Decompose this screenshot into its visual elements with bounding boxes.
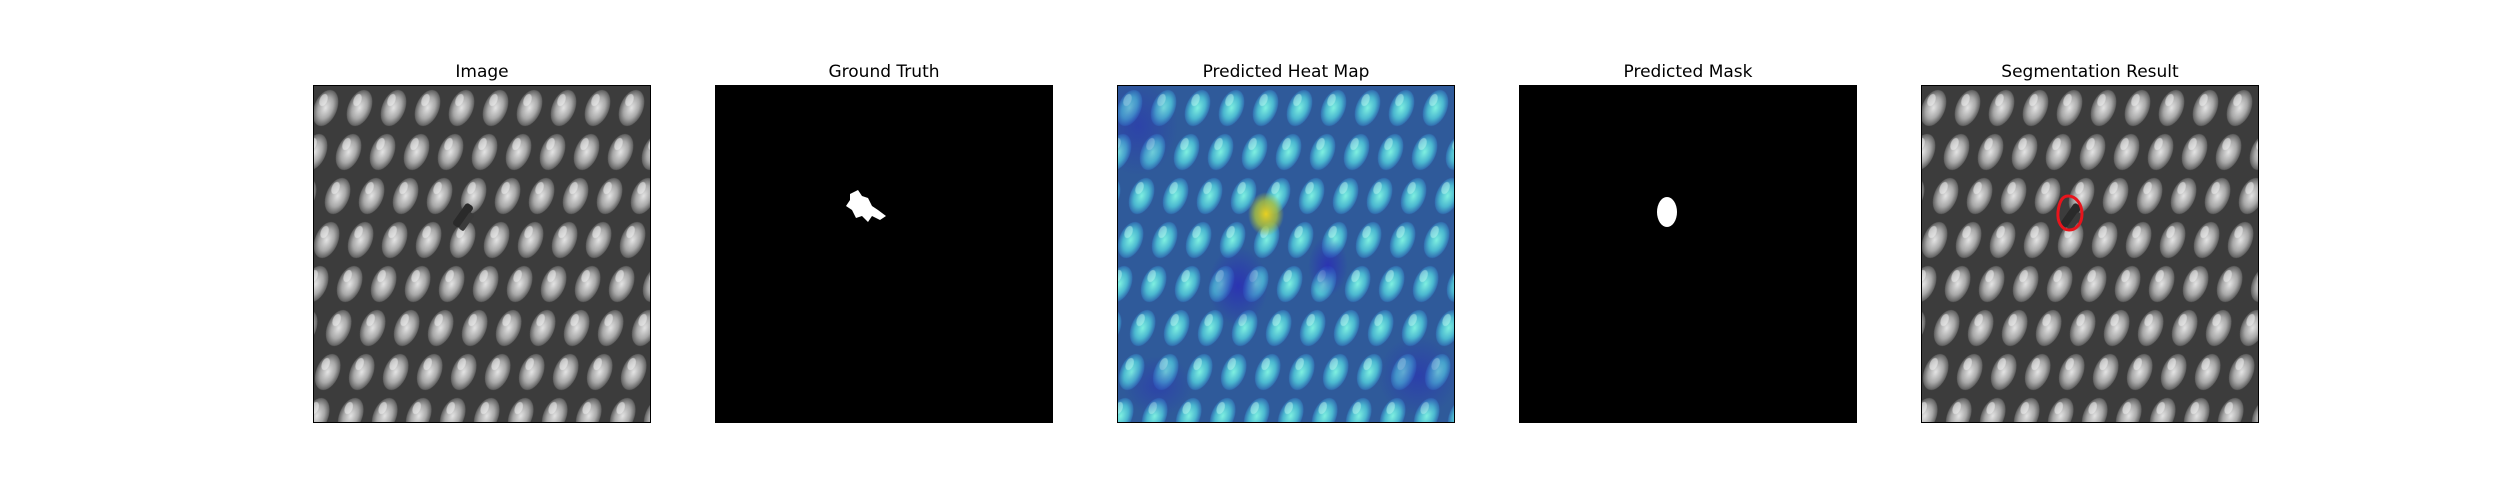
heat-hotspot <box>1248 192 1284 236</box>
predicted-mask <box>1520 86 1856 422</box>
predicted-region <box>1657 197 1677 227</box>
fabric-texture-image <box>314 86 650 422</box>
segmentation-result-frame <box>1921 85 2259 423</box>
panel-ground-truth: Ground Truth <box>715 62 1053 423</box>
ground-truth-region <box>846 190 886 222</box>
heat-map-overlay <box>1118 86 1454 422</box>
panel-title-heat-map: Predicted Heat Map <box>1202 62 1370 82</box>
defect-mark <box>2061 203 2082 231</box>
panel-title-ground-truth: Ground Truth <box>828 62 940 82</box>
predicted-mask-frame <box>1519 85 1857 423</box>
ground-truth-mask <box>716 86 1052 422</box>
panel-segmentation-result: Segmentation Result <box>1921 62 2259 423</box>
panel-title-image: Image <box>455 62 509 82</box>
panel-title-segmentation-result: Segmentation Result <box>2001 62 2179 82</box>
ground-truth-frame <box>715 85 1053 423</box>
panel-predicted-mask: Predicted Mask <box>1519 62 1857 423</box>
defect-mark <box>453 203 474 231</box>
panel-image: Image <box>313 62 651 423</box>
segmentation-result-image <box>1922 86 2258 422</box>
heat-map-frame <box>1117 85 1455 423</box>
panel-title-predicted-mask: Predicted Mask <box>1623 62 1753 82</box>
image-frame <box>313 85 651 423</box>
panel-heat-map: Predicted Heat Map <box>1117 62 1455 423</box>
segmentation-contour <box>2056 194 2084 232</box>
